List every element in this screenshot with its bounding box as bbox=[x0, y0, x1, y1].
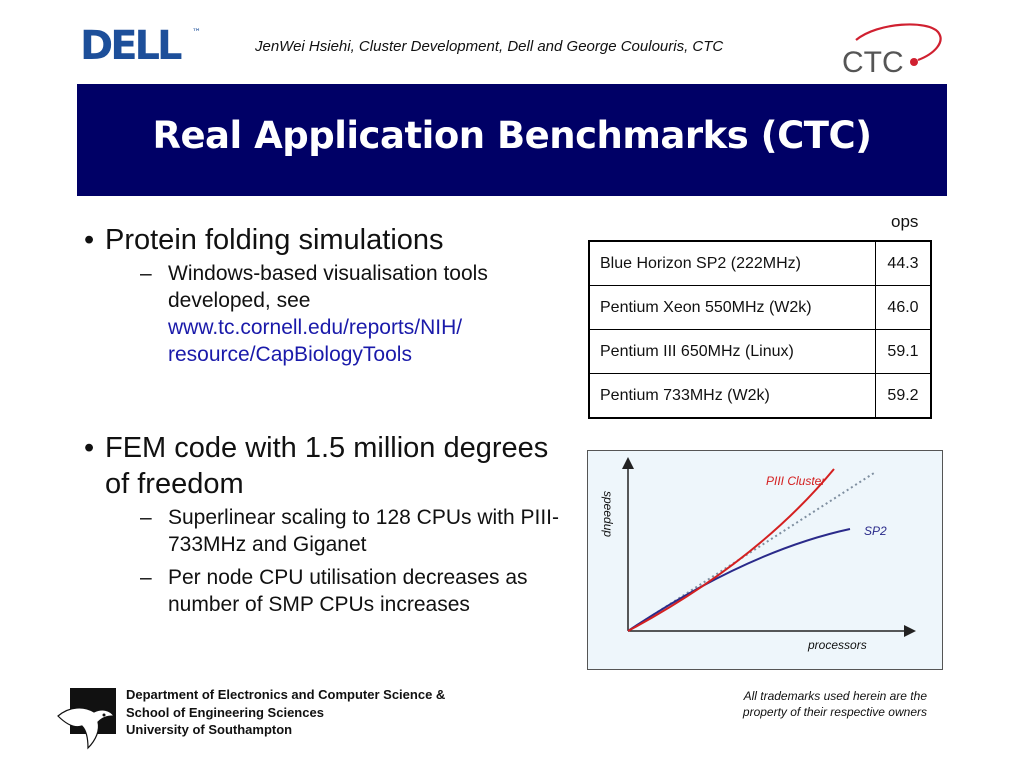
cornell-link[interactable]: www.tc.cornell.edu/reports/NIH/ resource… bbox=[168, 316, 463, 366]
bullet-list: • Protein folding simulations – Windows-… bbox=[82, 222, 572, 616]
table-row: Pentium III 650MHz (Linux) 59.1 bbox=[588, 329, 932, 374]
series-label-piii-cluster: PIII Cluster bbox=[766, 474, 826, 488]
bullet-fem-code: • FEM code with 1.5 million degrees of f… bbox=[82, 430, 562, 624]
x-axis-label: processors bbox=[807, 638, 867, 652]
dell-logo-mark: ™ bbox=[192, 28, 201, 38]
dell-logo-text: DELL bbox=[80, 24, 182, 64]
ctc-logo-text: CTC bbox=[842, 46, 904, 78]
system-name: Blue Horizon SP2 (222MHz) bbox=[588, 240, 876, 286]
y-axis-label: speedup bbox=[601, 491, 615, 537]
sub-dash: – bbox=[140, 262, 152, 285]
bullet-dot: • bbox=[84, 224, 95, 256]
sub-dash: – bbox=[140, 506, 152, 529]
system-name: Pentium 733MHz (W2k) bbox=[588, 373, 876, 419]
header-credit: JenWei Hsiehi, Cluster Development, Dell… bbox=[255, 38, 724, 55]
speedup-chart: PIII Cluster SP2 speedup processors bbox=[587, 450, 943, 670]
trademark-line: property of their respective owners bbox=[742, 705, 927, 719]
sub-dash: – bbox=[140, 566, 152, 589]
slide-title: Real Application Benchmarks (CTC) bbox=[152, 114, 872, 157]
system-name: Pentium III 650MHz (Linux) bbox=[588, 329, 876, 374]
sub-bullet-text: Superlinear scaling to 128 CPUs with PII… bbox=[168, 506, 560, 556]
bullet-text: FEM code with 1.5 million degrees of fre… bbox=[105, 432, 549, 500]
table-row: Pentium 733MHz (W2k) 59.2 bbox=[588, 373, 932, 419]
sub-bullet-text: Windows-based visualisation tools develo… bbox=[168, 262, 488, 312]
title-bar: Real Application Benchmarks (CTC) bbox=[77, 84, 947, 196]
sub-bullet: – Per node CPU utilisation decreases as … bbox=[82, 564, 562, 618]
table-row: Blue Horizon SP2 (222MHz) 44.3 bbox=[588, 240, 932, 286]
bullet-protein-folding: • Protein folding simulations – Windows-… bbox=[82, 222, 572, 368]
footer-dept-line: Department of Electronics and Computer S… bbox=[126, 687, 446, 702]
trademark-note: All trademarks used herein are the prope… bbox=[667, 688, 927, 720]
sub-bullet: – Superlinear scaling to 128 CPUs with P… bbox=[82, 504, 562, 558]
ops-table: Blue Horizon SP2 (222MHz) 44.3 Pentium X… bbox=[588, 240, 932, 419]
ops-value: 44.3 bbox=[875, 240, 932, 286]
dolphin-logo-icon bbox=[57, 688, 116, 750]
bullet-dot: • bbox=[84, 432, 95, 464]
dell-logo: DELL ™ bbox=[80, 24, 201, 64]
ops-value: 46.0 bbox=[875, 285, 932, 330]
trademark-line: All trademarks used herein are the bbox=[743, 689, 927, 703]
series-label-sp2: SP2 bbox=[864, 524, 887, 538]
sub-bullet-text: Per node CPU utilisation decreases as nu… bbox=[168, 566, 528, 616]
footer-dept-line: School of Engineering Sciences bbox=[126, 704, 324, 720]
ops-column-header: ops bbox=[891, 212, 919, 231]
speedup-chart-svg: PIII Cluster SP2 speedup processors bbox=[601, 457, 916, 652]
linear-reference-line bbox=[627, 472, 875, 632]
ctc-logo-dot bbox=[910, 58, 918, 66]
table-row: Pentium Xeon 550MHz (W2k) 46.0 bbox=[588, 285, 932, 330]
footer-dept-line: University of Southampton bbox=[126, 722, 293, 737]
ctc-logo: CTC bbox=[842, 23, 942, 78]
ops-value: 59.2 bbox=[875, 373, 932, 419]
bullet-text: Protein folding simulations bbox=[105, 224, 444, 256]
system-name: Pentium Xeon 550MHz (W2k) bbox=[588, 285, 876, 330]
piii-cluster-series-line bbox=[627, 468, 835, 632]
ops-value: 59.1 bbox=[875, 329, 932, 374]
footer-department: Department of Electronics and Computer S… bbox=[126, 686, 445, 739]
sp2-series-line bbox=[627, 528, 851, 632]
sub-bullet: – Windows-based visualisation tools deve… bbox=[82, 260, 572, 368]
